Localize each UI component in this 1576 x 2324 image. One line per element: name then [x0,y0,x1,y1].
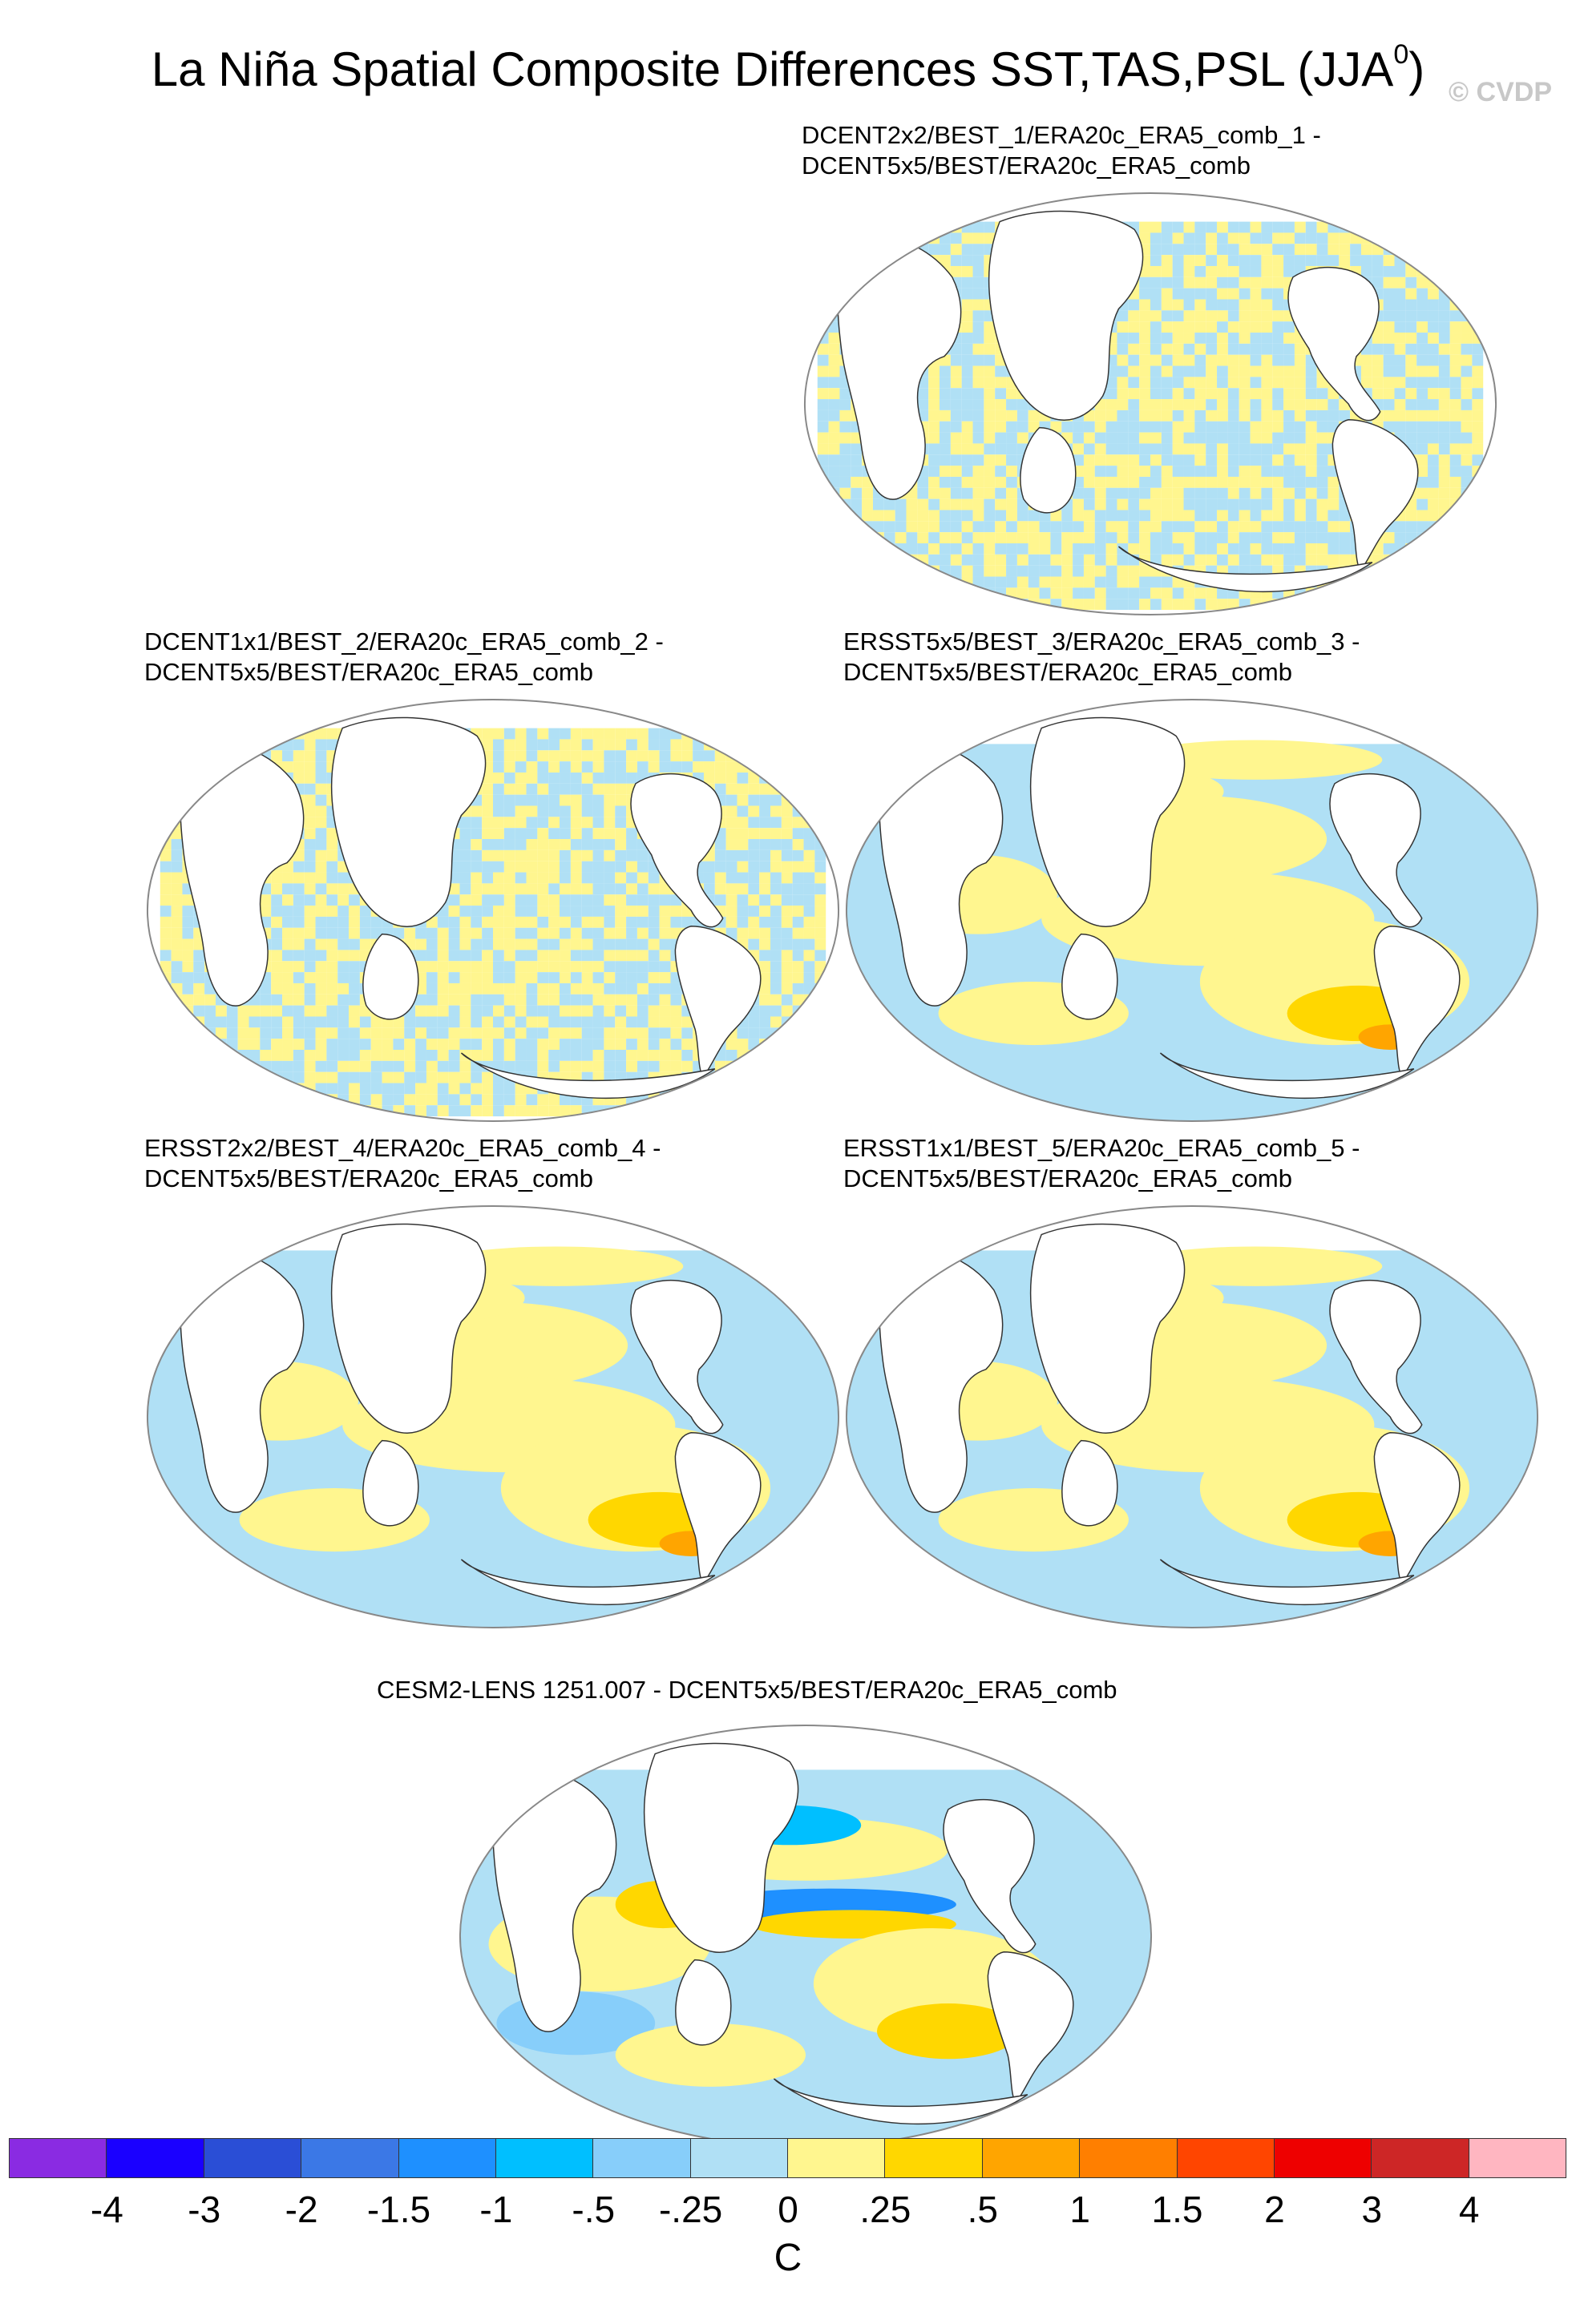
panel-label-line2: DCENT5x5/BEST/ERA20c_ERA5_comb [144,658,593,686]
panel-label-line2: DCENT5x5/BEST/ERA20c_ERA5_comb [802,151,1251,180]
colorbar-tick-label: -3 [188,2189,221,2230]
map-panel-2: DCENT1x1/BEST_2/ERA20c_ERA5_comb_2 - DCE… [144,627,850,1127]
colorbar-tick-label: 2 [1264,2189,1285,2230]
colorbar-box [1371,2138,1469,2178]
colorbar-tick-label: 3 [1361,2189,1383,2230]
colorbar-tick-label: 4 [1458,2189,1480,2230]
world-map [459,1725,1153,2148]
colorbar-box [9,2138,107,2178]
world-map [146,1205,840,1628]
panel-label-line1: ERSST2x2/BEST_4/ERA20c_ERA5_comb_4 - [144,1134,661,1162]
colorbar-box [301,2138,399,2178]
map-panel-1: DCENT2x2/BEST_1/ERA20c_ERA5_comb_1 - DCE… [802,120,1507,620]
world-map [146,699,840,1122]
colorbar-box [1468,2138,1566,2178]
colorbar-ticks: -4 -3 -2 -1.5 -1 -.5 -.25 0 .25 .5 1 1.5 2 3 4 [10,2188,1566,2236]
colorbar-tick-label: 1.5 [1151,2189,1203,2230]
cvdp-credit: © CVDP [1449,77,1552,107]
colorbar-box [106,2138,204,2178]
colorbar-box [203,2138,302,2178]
colorbar-box [1176,2138,1275,2178]
panel-label-line1: DCENT2x2/BEST_1/ERA20c_ERA5_comb_1 - [802,121,1321,149]
colorbar-tick-label: 0 [778,2189,798,2230]
colorbar-tick-label: -1 [479,2189,513,2230]
colorbar-box [787,2138,886,2178]
map-panel-4: ERSST2x2/BEST_4/ERA20c_ERA5_comb_4 - DCE… [144,1133,850,1633]
colorbar-box [495,2138,594,2178]
world-map [845,1205,1539,1628]
colorbar-tick-label: .5 [967,2189,998,2230]
colorbar-box [981,2138,1081,2178]
colorbar-box [884,2138,983,2178]
colorbar-tick-label: -2 [285,2189,318,2230]
colorbar-tick-label: .25 [859,2189,911,2230]
map-panel-6: CESM2-LENS 1251.007 - DCENT5x5/BEST/ERA2… [377,1675,1202,2161]
colorbar-tick-label: -1.5 [366,2189,431,2230]
world-map [845,699,1539,1122]
figure-title: La Niña Spatial Composite Differences SS… [151,39,1425,96]
colorbar-box [398,2138,496,2178]
colorbar-tick-label: 1 [1069,2189,1090,2230]
colorbar-box [592,2138,691,2178]
colorbar-box [1273,2138,1372,2178]
panel-label-line1: DCENT1x1/BEST_2/ERA20c_ERA5_comb_2 - [144,627,664,656]
colorbar-tick-label: -4 [90,2189,123,2230]
colorbar [9,2138,1566,2178]
panel-label-line1: ERSST5x5/BEST_3/ERA20c_ERA5_comb_3 - [843,627,1360,656]
map-panel-5: ERSST1x1/BEST_5/ERA20c_ERA5_comb_5 - DCE… [843,1133,1549,1633]
colorbar-box [1079,2138,1178,2178]
map-panel-3: ERSST5x5/BEST_3/ERA20c_ERA5_comb_3 - DCE… [843,627,1549,1127]
colorbar-unit: C [774,2237,802,2279]
colorbar-box [689,2138,788,2178]
colorbar-tick-label: -.25 [658,2189,723,2230]
panel-label-line2: DCENT5x5/BEST/ERA20c_ERA5_comb [843,658,1292,686]
panel-label-line2: DCENT5x5/BEST/ERA20c_ERA5_comb [144,1164,593,1192]
world-map [803,192,1497,615]
panel-label-line1: CESM2-LENS 1251.007 - DCENT5x5/BEST/ERA2… [377,1676,1117,1704]
colorbar-tick-label: -.5 [572,2189,616,2230]
panel-label-line1: ERSST1x1/BEST_5/ERA20c_ERA5_comb_5 - [843,1134,1360,1162]
panel-label-line2: DCENT5x5/BEST/ERA20c_ERA5_comb [843,1164,1292,1192]
